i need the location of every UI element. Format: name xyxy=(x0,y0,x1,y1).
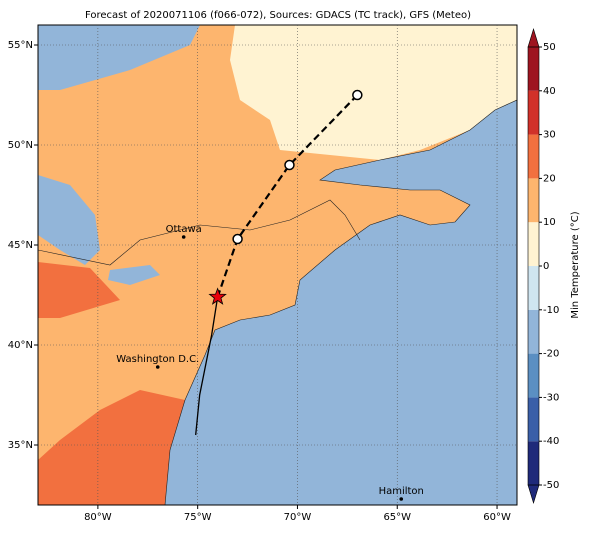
track-observed xyxy=(195,296,219,436)
warm-zone xyxy=(38,390,185,505)
track-point xyxy=(232,233,243,245)
lake-ontario xyxy=(108,265,160,285)
y-tick-label: 45°N xyxy=(8,240,33,251)
colorbar-segment xyxy=(528,222,539,266)
colorbar-label: Min Temperature (°C) xyxy=(570,211,581,318)
colorbar-segment xyxy=(528,266,539,310)
colorbar-segment xyxy=(528,178,539,223)
colorbar-tick-label: -20 xyxy=(543,349,559,360)
city-dot xyxy=(155,365,160,369)
colorbar-extend xyxy=(527,484,540,505)
x-tick-label: 65°W xyxy=(383,512,411,523)
city-dot xyxy=(399,497,404,501)
y-tick-label: 50°N xyxy=(8,140,33,151)
y-tick-label: 40°N xyxy=(8,340,33,351)
track-point xyxy=(284,159,295,171)
colorbar-tick-label: 40 xyxy=(543,86,556,97)
colorbar-tick-label: 30 xyxy=(543,130,556,141)
colorbar-segment xyxy=(528,90,539,135)
colorbar-tick-label: 0 xyxy=(543,261,549,272)
colorbar-segment xyxy=(528,441,539,485)
city-label: Hamilton xyxy=(379,486,424,497)
colorbar-segment xyxy=(528,47,539,91)
colorbar-tick-label: 20 xyxy=(543,173,556,184)
cold-zone xyxy=(230,25,517,160)
warm-zone xyxy=(38,262,120,318)
x-tick-label: 60°W xyxy=(483,512,511,523)
colorbar-segment xyxy=(528,309,539,354)
y-tick-label: 55°N xyxy=(8,40,33,51)
colorbar-segment xyxy=(528,353,539,398)
track-forecast xyxy=(216,94,359,298)
colorbar-extend xyxy=(527,27,540,48)
colorbar-tick-label: -50 xyxy=(543,480,559,491)
x-tick-label: 75°W xyxy=(184,512,212,523)
colorbar-tick-label: -30 xyxy=(543,392,559,403)
track-point xyxy=(352,89,363,101)
colorbar-segment xyxy=(528,397,539,442)
map xyxy=(38,25,517,505)
great-lakes xyxy=(38,175,100,265)
storm-position xyxy=(208,287,227,305)
hudson-bay xyxy=(38,25,200,90)
map-frame xyxy=(37,24,518,506)
title: Forecast of 2020071106 (f066-072), Sourc… xyxy=(85,10,471,21)
colorbar-segment xyxy=(528,134,539,179)
x-tick-label: 80°W xyxy=(84,512,112,523)
colorbar-tick-label: 10 xyxy=(543,217,556,228)
colorbar-tick-label: 50 xyxy=(543,42,556,53)
colorbar-tick-label: -10 xyxy=(543,305,559,316)
border xyxy=(38,199,361,266)
city-label: Ottawa xyxy=(166,224,202,235)
colorbar-tick-label: -40 xyxy=(543,436,559,447)
city-dot xyxy=(181,235,186,239)
city-label: Washington D.C. xyxy=(116,354,199,365)
y-tick-label: 35°N xyxy=(8,440,33,451)
x-tick-label: 70°W xyxy=(284,512,312,523)
